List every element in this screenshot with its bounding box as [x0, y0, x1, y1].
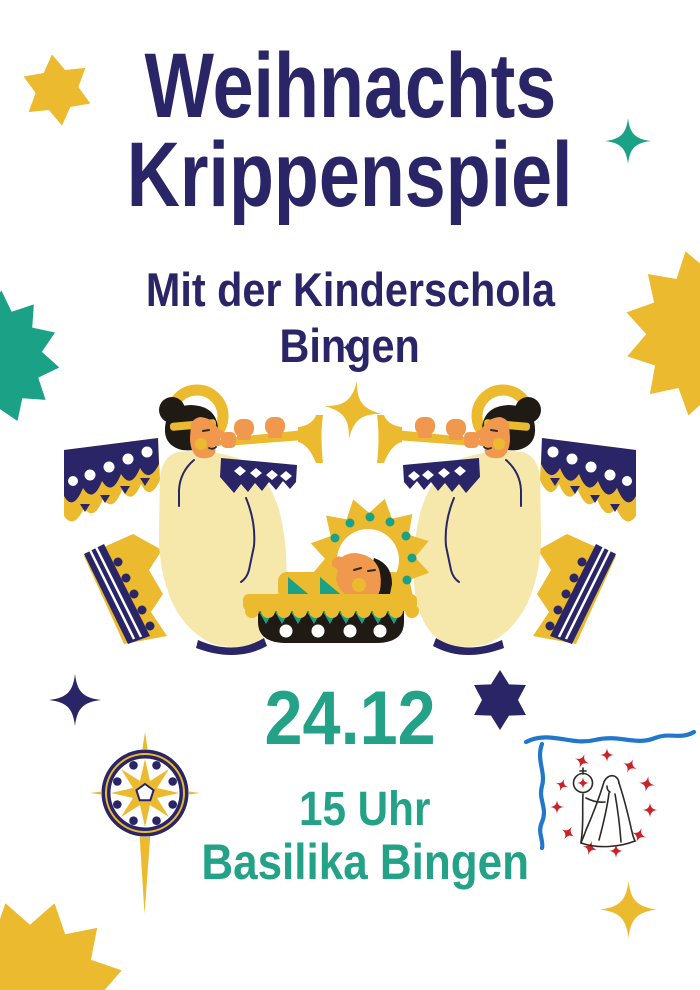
event-location: Basilika Bingen	[201, 834, 529, 890]
title-line1: Weihnachts	[144, 35, 556, 137]
four-point-star-icon	[600, 881, 657, 938]
subtitle-line2: Bingen	[279, 319, 421, 372]
event-date: 24.12	[264, 676, 436, 761]
title-line2: Krippenspiel	[127, 124, 573, 226]
subtitle-line1: Mit der Kinderschola	[145, 263, 555, 316]
nativity-manger-illustration	[240, 380, 460, 660]
event-time: 15 Uhr	[299, 783, 431, 836]
